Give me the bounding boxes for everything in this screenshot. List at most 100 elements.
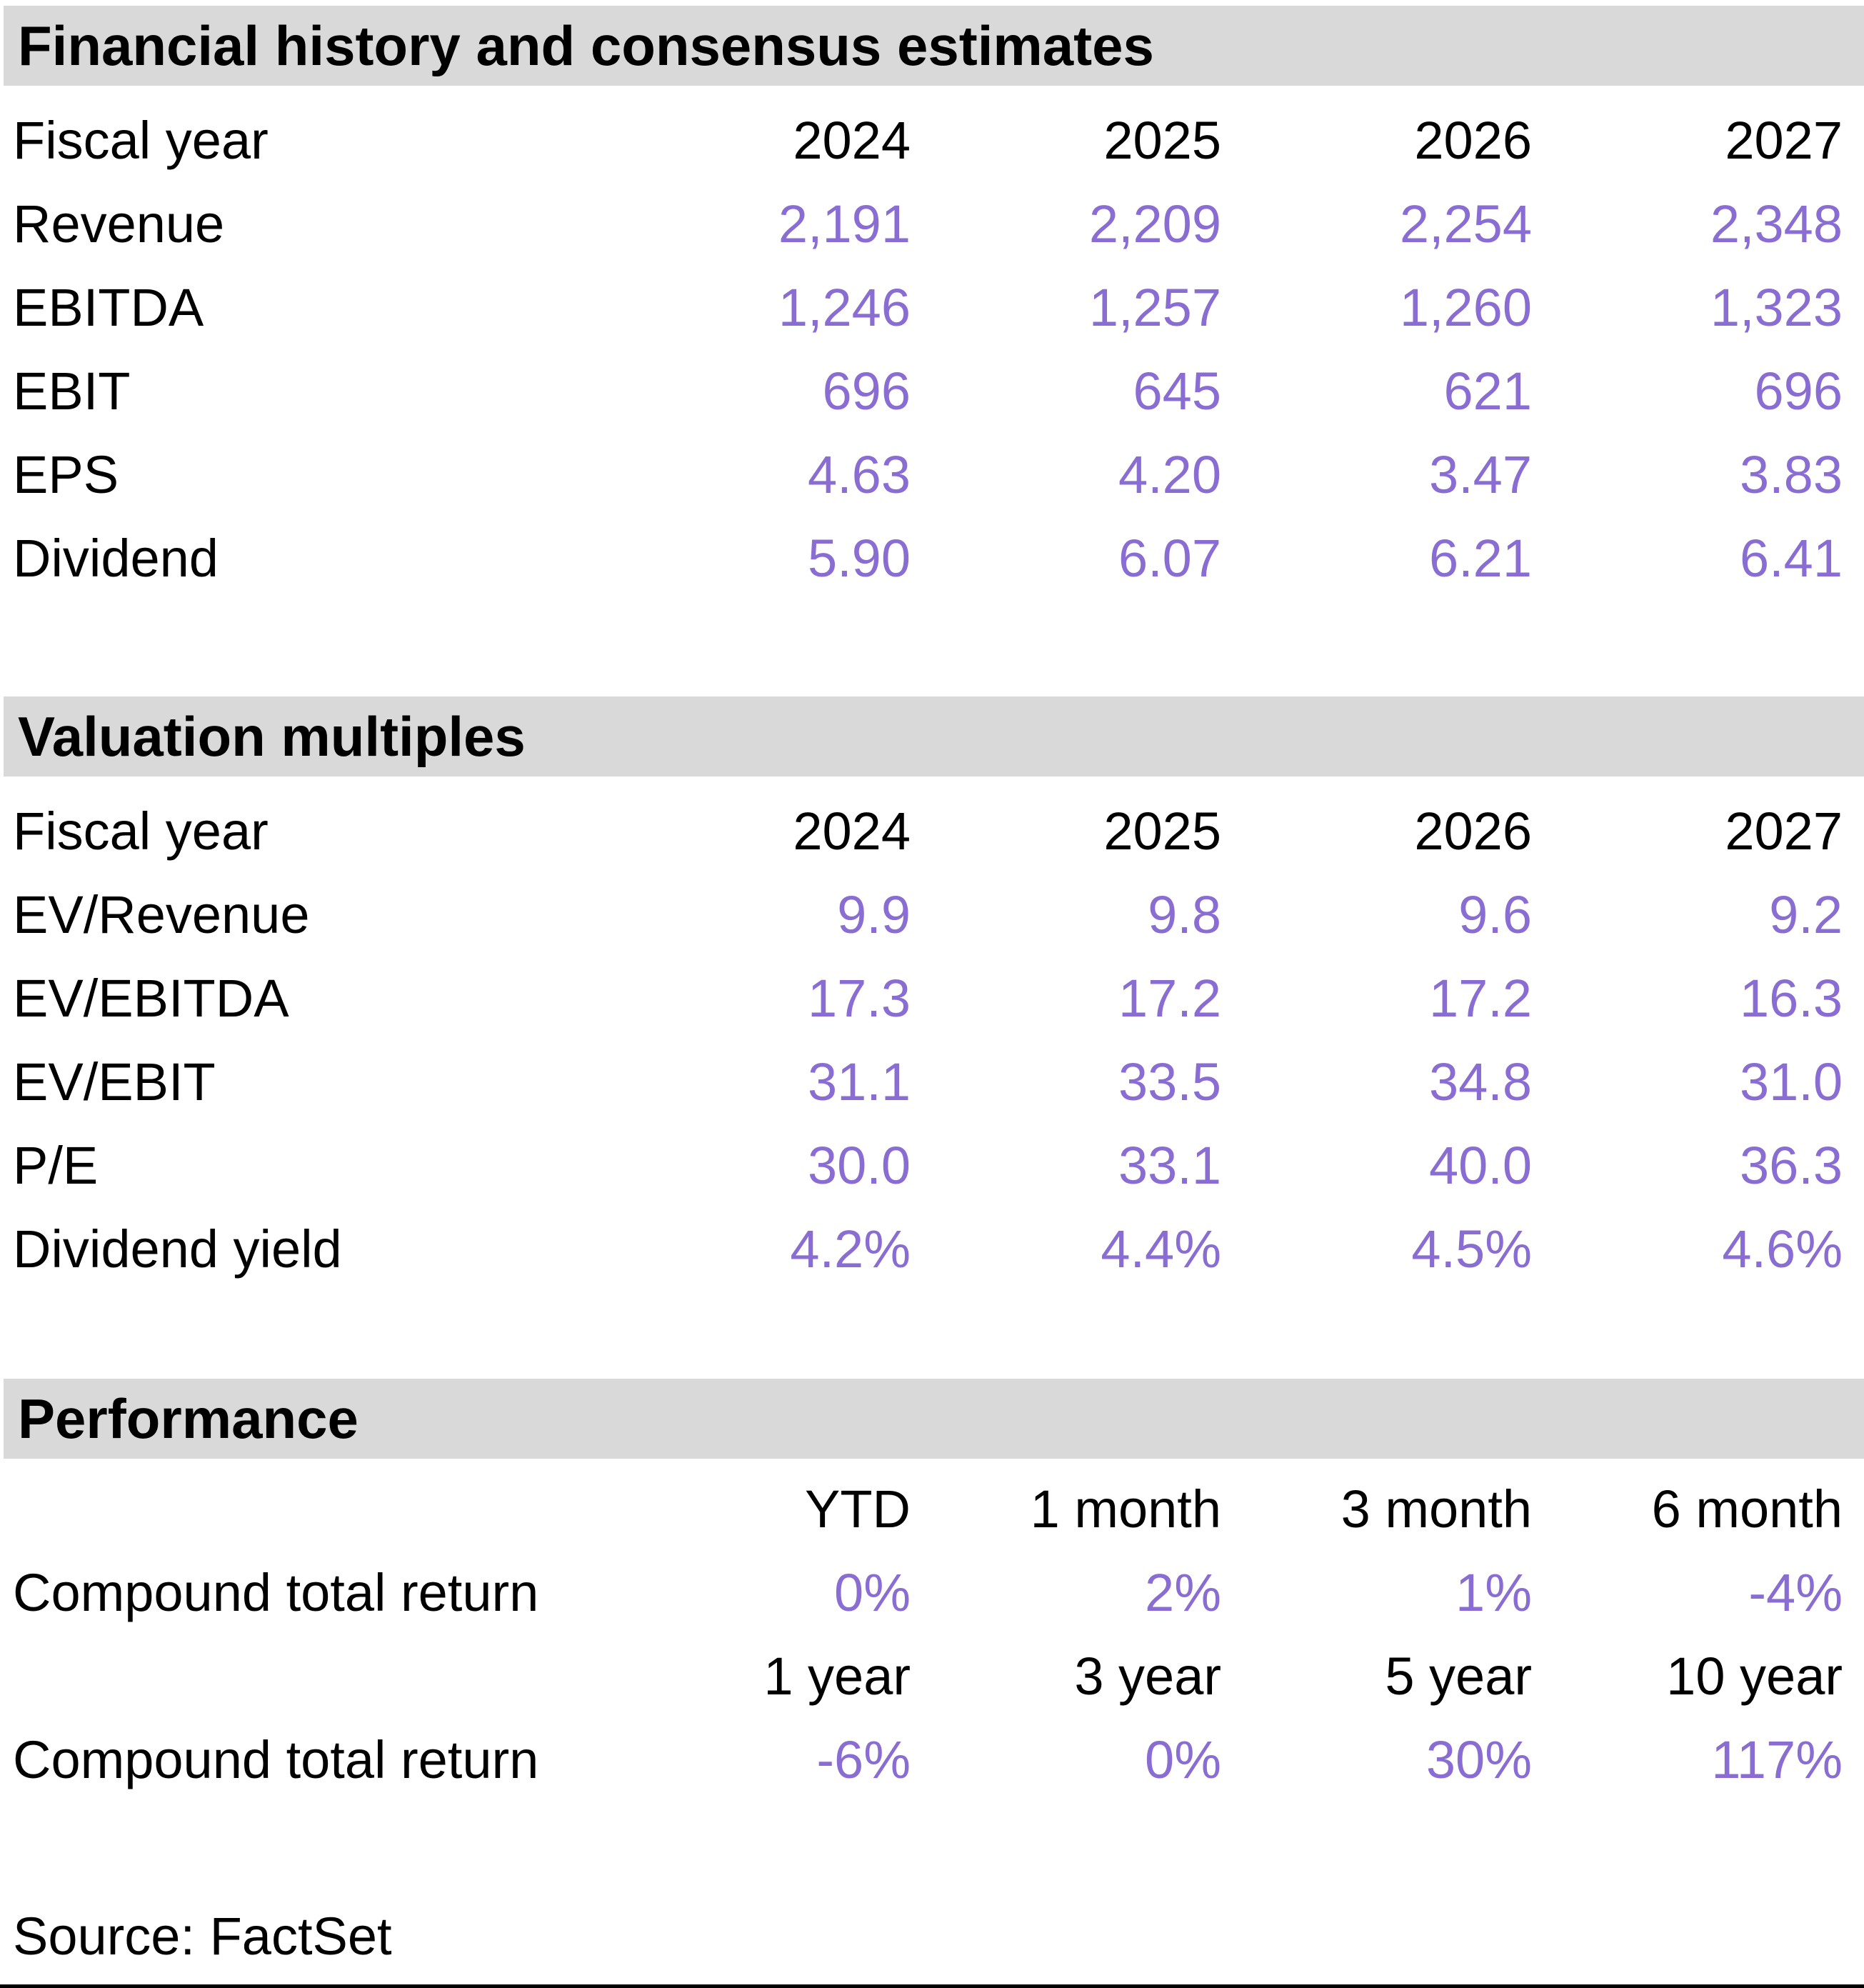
financial-table: Fiscal year 2024 2025 2026 2027 Revenue … [0,99,1864,600]
data-cell: 2,209 [1088,194,1221,254]
data-cell: 17.2 [1428,969,1532,1028]
year-column-header: 2025 [1103,801,1221,861]
data-cell: 6.07 [1118,529,1221,588]
table-row-eps: EPS 4.63 4.20 3.47 3.83 [0,433,1843,516]
row-label: P/E [13,1136,99,1195]
period-column-header: 1 year [763,1647,911,1706]
year-column-header: 2026 [1414,111,1532,170]
period-header-row: YTD 1 month 3 month 6 month [0,1467,1843,1551]
table-row-dividend: Dividend 5.90 6.07 6.21 6.41 [0,516,1843,600]
table-row-ebitda: EBITDA 1,246 1,257 1,260 1,323 [0,266,1843,349]
fiscal-year-header-row: Fiscal year 2024 2025 2026 2027 [0,789,1843,873]
data-cell: 0% [1145,1730,1221,1789]
data-cell: 6.41 [1739,529,1843,588]
table-row-pe: P/E 30.0 33.1 40.0 36.3 [0,1124,1843,1207]
data-cell: 16.3 [1739,969,1843,1028]
period-column-header: 3 month [1341,1479,1532,1539]
fiscal-year-label: Fiscal year [13,111,269,170]
data-cell: 31.0 [1739,1052,1843,1112]
data-cell: -6% [816,1730,911,1789]
year-header-row: 1 year 3 year 5 year 10 year [0,1634,1843,1718]
data-cell: 1% [1455,1563,1532,1622]
data-cell: 3.83 [1739,445,1843,504]
data-cell: 2,254 [1399,194,1532,254]
year-column-header: 2024 [793,111,911,170]
row-label: Dividend [13,529,219,588]
data-cell: 4.6% [1722,1219,1843,1279]
performance-table: YTD 1 month 3 month 6 month Compound tot… [0,1467,1864,1802]
section-title: Financial history and consensus estimate… [18,14,1154,77]
data-cell: 9.9 [837,885,911,944]
row-label: Compound total return [13,1563,539,1622]
row-label: EBIT [13,361,131,421]
data-cell: 4.2% [790,1219,911,1279]
source-note: Source: FactSet [13,1907,392,1966]
year-column-header: 2024 [793,801,911,861]
table-row-ev-ebitda: EV/EBITDA 17.3 17.2 17.2 16.3 [0,956,1843,1040]
section-header-valuation: Valuation multiples [4,696,1864,776]
data-cell: 2,348 [1710,194,1843,254]
data-cell: 4.20 [1118,445,1221,504]
section-header-performance: Performance [4,1379,1864,1459]
fiscal-year-header-row: Fiscal year 2024 2025 2026 2027 [0,99,1843,182]
year-column-header: 2027 [1725,801,1843,861]
data-cell: 0% [834,1563,911,1622]
data-cell: 34.8 [1428,1052,1532,1112]
period-column-header: 3 year [1074,1647,1221,1706]
period-column-header: YTD [805,1479,911,1539]
row-label: EV/EBITDA [13,969,289,1028]
data-cell: 17.2 [1118,969,1221,1028]
data-cell: 2,191 [778,194,911,254]
data-cell: 3.47 [1428,445,1532,504]
row-label: Compound total return [13,1730,539,1789]
period-column-header: 10 year [1666,1647,1843,1706]
data-cell: 4.5% [1411,1219,1532,1279]
row-label: EV/EBIT [13,1052,216,1112]
data-cell: 9.6 [1458,885,1532,944]
period-column-header: 5 year [1385,1647,1532,1706]
data-cell: 4.63 [807,445,911,504]
valuation-table: Fiscal year 2024 2025 2026 2027 EV/Reven… [0,789,1864,1291]
data-cell: 1,323 [1710,278,1843,337]
data-cell: 645 [1133,361,1221,421]
table-row-compound-return-short: Compound total return 0% 2% 1% -4% [0,1551,1843,1634]
fiscal-year-label: Fiscal year [13,801,269,861]
table-row-compound-return-long: Compound total return -6% 0% 30% 117% [0,1718,1843,1802]
data-cell: 5.90 [807,529,911,588]
data-cell: 9.8 [1148,885,1221,944]
period-column-header: 6 month [1651,1479,1843,1539]
data-cell: 31.1 [807,1052,911,1112]
row-label: Revenue [13,194,225,254]
table-row-dividend-yield: Dividend yield 4.2% 4.4% 4.5% 4.6% [0,1207,1843,1291]
section-header-financial: Financial history and consensus estimate… [4,6,1864,86]
data-cell: 33.5 [1118,1052,1221,1112]
table-row-ebit: EBIT 696 645 621 696 [0,349,1843,433]
table-row-ev-ebit: EV/EBIT 31.1 33.5 34.8 31.0 [0,1040,1843,1124]
year-column-header: 2026 [1414,801,1532,861]
data-cell: 696 [1754,361,1843,421]
data-cell: 30.0 [807,1136,911,1195]
data-cell: 1,260 [1399,278,1532,337]
data-cell: 30% [1425,1730,1532,1789]
data-cell: 621 [1443,361,1532,421]
row-label: EBITDA [13,278,204,337]
year-column-header: 2025 [1103,111,1221,170]
data-cell: 1,257 [1088,278,1221,337]
table-row-ev-revenue: EV/Revenue 9.9 9.8 9.6 9.2 [0,873,1843,956]
data-cell: 696 [822,361,911,421]
data-cell: 9.2 [1769,885,1843,944]
data-cell: 33.1 [1118,1136,1221,1195]
data-cell: 1,246 [778,278,911,337]
section-title: Performance [18,1387,359,1450]
data-cell: 2% [1145,1563,1221,1622]
data-cell: -4% [1748,1563,1843,1622]
table-row-revenue: Revenue 2,191 2,209 2,254 2,348 [0,182,1843,266]
data-cell: 6.21 [1428,529,1532,588]
row-label: Dividend yield [13,1219,342,1279]
data-cell: 117% [1711,1730,1843,1789]
section-title: Valuation multiples [18,704,526,768]
data-cell: 17.3 [807,969,911,1028]
data-cell: 4.4% [1101,1219,1221,1279]
data-cell: 40.0 [1428,1136,1532,1195]
data-cell: 36.3 [1739,1136,1843,1195]
